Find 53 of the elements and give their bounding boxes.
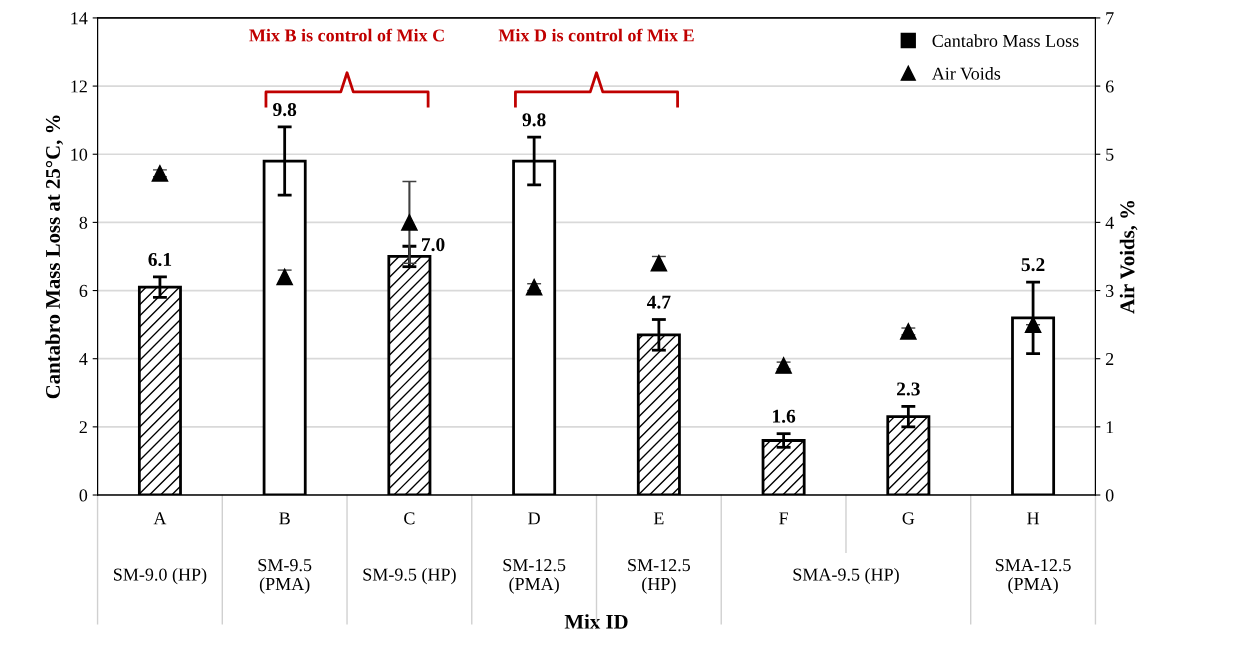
data-label: 4.7 xyxy=(646,295,671,309)
text: SM-12.5 (PMA) xyxy=(503,559,566,594)
x-tick-label: A xyxy=(153,512,167,525)
y-tick-label: 2 xyxy=(79,421,87,434)
point xyxy=(900,323,917,340)
point xyxy=(775,357,792,374)
legend-label: Cantabro Mass Loss xyxy=(932,34,1079,47)
y-tick-label: 6 xyxy=(79,284,88,297)
point xyxy=(401,214,418,231)
x-tick-label: B xyxy=(279,512,290,525)
legend-label: Air Voids xyxy=(931,67,1001,80)
point xyxy=(151,164,169,182)
y2-tick-label: 0 xyxy=(1105,489,1114,502)
y-tick-label: 8 xyxy=(79,216,88,229)
y-tick-label: 14 xyxy=(71,12,88,25)
y2-tick-label: 1 xyxy=(1106,421,1114,434)
text: SM-9.5 (PMA) xyxy=(258,559,312,594)
data-label: 6.1 xyxy=(148,252,172,267)
x-axis-title: Mix ID xyxy=(564,614,628,629)
data-label: 1.6 xyxy=(773,409,796,423)
text: SMA-12.5 (PMA) xyxy=(995,559,1071,594)
text: SMA-9.5 (HP) xyxy=(793,567,899,585)
annotation: Mix B is control of Mix C xyxy=(249,28,444,42)
y-tick-label: 0 xyxy=(79,489,88,502)
text: SM-9.0 (HP) xyxy=(113,567,207,585)
y2-tick-label: 2 xyxy=(1105,353,1114,365)
annotation: Mix D is control of Mix E xyxy=(498,28,694,42)
x-tick-label: F xyxy=(779,512,788,525)
y-tick-label: 12 xyxy=(71,80,87,93)
x-tick-label: E xyxy=(653,512,664,525)
y2-axis-title: Air Voids, % xyxy=(1119,201,1138,314)
y2-tick-label: 7 xyxy=(1106,12,1114,25)
x-tick-label: C xyxy=(404,512,415,525)
data-label: 5.2 xyxy=(1021,258,1045,272)
point xyxy=(276,268,294,286)
x-tick-label: G xyxy=(902,512,915,525)
y-tick-label: 10 xyxy=(71,148,88,161)
x-tick-label: H xyxy=(1027,512,1040,525)
y-tick-label: 4 xyxy=(79,353,88,365)
y2-tick-label: 6 xyxy=(1105,80,1114,93)
point xyxy=(650,254,668,272)
text: SM-9.5 (HP) xyxy=(363,567,456,585)
y2-tick-label: 5 xyxy=(1106,148,1114,161)
y2-tick-label: 4 xyxy=(1105,216,1114,229)
x-tick-label: D xyxy=(528,512,540,525)
data-label: 7.0 xyxy=(422,238,445,252)
point xyxy=(525,278,543,296)
data-label: 2.3 xyxy=(897,382,920,396)
y2-tick-label: 3 xyxy=(1106,284,1114,297)
text: SM-12.5 (HP) xyxy=(628,559,691,594)
data-label: 9.8 xyxy=(522,113,546,127)
y-axis-title: Cantabro Mass Loss at 25°C, % xyxy=(45,115,64,399)
data-label: 9.8 xyxy=(273,102,297,117)
